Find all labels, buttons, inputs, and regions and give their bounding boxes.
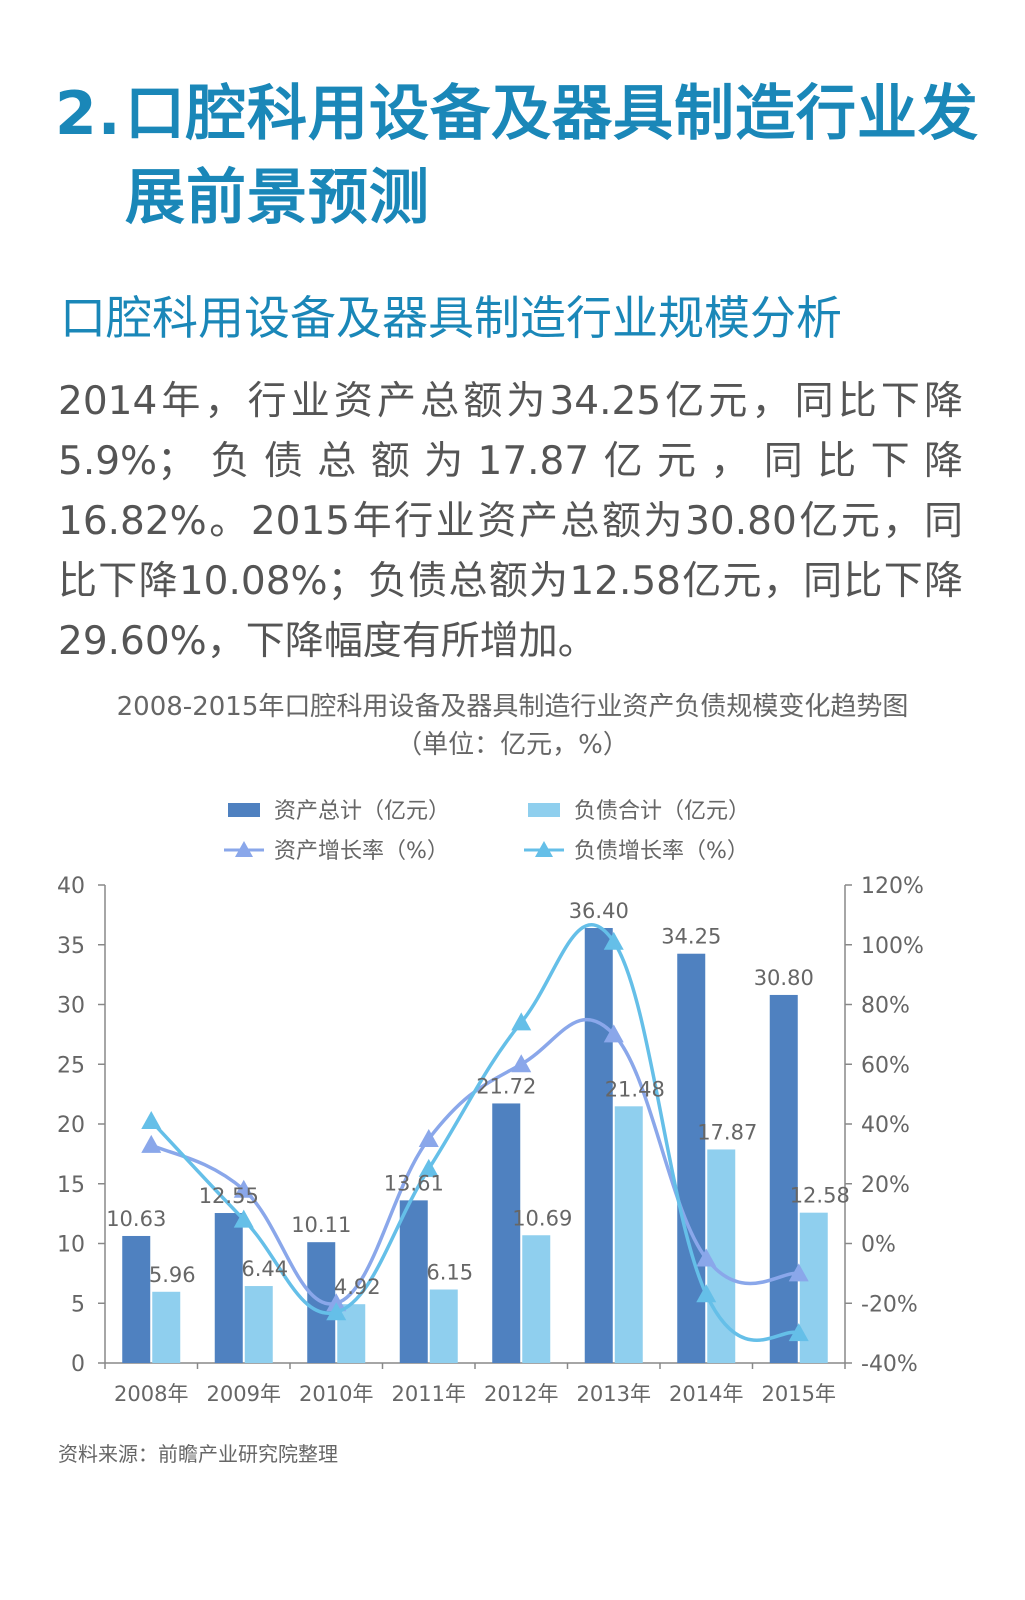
debt-value-label-2013年: 21.48 [605,1077,665,1101]
right-tick-label: 80% [861,994,910,1019]
left-tick-label: 10 [57,1233,85,1258]
asset-growth-point-2009年 [233,1179,254,1198]
x-tick-label: 2008年 [114,1382,188,1406]
left-tick-label: 40 [57,874,85,899]
chart-title-line1: 2008-2015年口腔科用设备及器具制造行业资产负债规模变化趋势图 [116,692,909,722]
right-tick-label: 60% [861,1053,910,1078]
x-tick-label: 2010年 [299,1382,373,1406]
x-tick-label: 2011年 [392,1382,466,1406]
debt-growth-point-2014年 [696,1284,717,1303]
debt-growth-point-2015年 [788,1323,809,1342]
asset-growth-line [150,1018,800,1306]
asset-value-label-2008年: 10.63 [106,1207,166,1231]
chart-title-line2: （单位：亿元，%） [396,730,629,760]
debt-growth-point-2013年 [603,931,624,950]
asset-bar-2013年 [584,928,613,1363]
heading-line2: 展前景预测 [125,163,430,233]
asset-value-label-2015年: 30.80 [754,966,814,990]
x-tick-label: 2014年 [669,1382,743,1406]
asset-value-label-2009年: 12.55 [199,1184,259,1208]
legend-label-1: 负债合计（亿元） [574,799,750,824]
left-tick-label: 25 [57,1053,85,1078]
right-tick-label: 40% [861,1113,910,1138]
x-tick-label: 2013年 [577,1382,651,1406]
debt-bar-2012年 [522,1235,551,1363]
debt-growth-point-2009年 [233,1209,254,1228]
right-tick-label: 100% [861,934,924,959]
asset-bar-2009年 [214,1213,243,1363]
right-tick-label: 0% [861,1233,896,1258]
legend-label-0: 资产总计（亿元） [274,799,450,824]
asset-value-label-2014年: 34.25 [661,925,721,949]
debt-bar-2011年 [429,1289,458,1363]
asset-value-label-2012年: 21.72 [476,1074,536,1098]
left-tick-label: 20 [57,1113,85,1138]
left-tick-label: 15 [57,1173,85,1198]
right-tick-label: -20% [861,1292,918,1317]
legend-label-3: 负债增长率（%） [574,839,749,864]
debt-value-label-2010年: 4.92 [334,1275,381,1299]
asset-growth-point-2008年 [141,1134,162,1153]
debt-value-label-2011年: 6.15 [426,1261,473,1285]
left-tick-label: 30 [57,994,85,1019]
debt-value-label-2012年: 10.69 [512,1206,572,1230]
debt-value-label-2015年: 12.58 [790,1184,850,1208]
x-tick-label: 2009年 [207,1382,281,1406]
left-tick-label: 35 [57,934,85,959]
chart-title: 2008-2015年口腔科用设备及器具制造行业资产负债规模变化趋势图 （单位：亿… [40,688,985,764]
asset-debt-chart: 资产总计（亿元） 负债合计（亿元） 资产增长率（%） 负债增长率（%） 0 5 10 15 20… [57,799,924,1406]
debt-bar-2009年 [244,1286,273,1363]
body-paragraph: 2014年，行业资产总额为34.25亿元，同比下降5.9%；负债总额为17.87… [58,379,963,664]
asset-bar-2008年 [122,1235,151,1363]
x-tick-label: 2015年 [762,1382,836,1406]
x-tick-label: 2012年 [484,1382,558,1406]
asset-growth-point-2011年 [418,1128,439,1147]
debt-bar-2013年 [614,1106,643,1363]
page-heading: 2.口腔科用设备及器具制造行业发 展前景预测 [55,72,995,240]
legend-label-2: 资产增长率（%） [274,839,449,864]
asset-growth-point-2012年 [511,1054,532,1073]
asset-bar-2011年 [399,1200,428,1363]
debt-growth-point-2012年 [511,1012,532,1031]
debt-bar-2008年 [152,1291,181,1363]
debt-growth-point-2008年 [141,1111,162,1130]
asset-bar-2015年 [769,994,798,1363]
legend-marker-2 [235,841,253,857]
asset-value-label-2011年: 13.61 [384,1171,444,1195]
debt-value-label-2008年: 5.96 [149,1263,196,1287]
legend-swatch-0 [228,803,260,817]
debt-growth-point-2010年 [326,1302,347,1321]
asset-value-label-2013年: 36.40 [569,899,629,923]
debt-growth-point-2011年 [418,1158,439,1177]
right-tick-label: 20% [861,1173,910,1198]
section-subheading: 口腔科用设备及器具制造行业规模分析 [60,291,842,345]
asset-bar-2012年 [492,1103,521,1363]
right-tick-label: 120% [861,874,924,899]
asset-growth-point-2014年 [696,1248,717,1267]
right-tick-label: -40% [861,1352,918,1377]
left-tick-label: 5 [71,1292,85,1317]
left-tick-label: 0 [71,1352,85,1377]
legend-marker-3 [535,841,553,857]
debt-value-label-2014年: 17.87 [697,1120,757,1144]
heading-number: 2. [55,79,122,149]
asset-growth-point-2015年 [788,1263,809,1282]
heading-line1: 口腔科用设备及器具制造行业发 [125,79,979,149]
source-note: 资料来源：前瞻产业研究院整理 [58,1442,338,1466]
legend-swatch-1 [528,803,560,817]
debt-value-label-2009年: 6.44 [241,1257,288,1281]
debt-growth-line [149,923,800,1342]
asset-growth-point-2013年 [603,1024,624,1043]
asset-value-label-2010年: 10.11 [291,1213,351,1237]
